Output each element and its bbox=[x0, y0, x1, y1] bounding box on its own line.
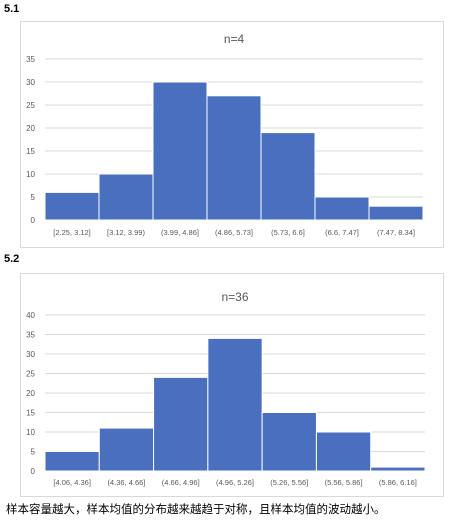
chart-1-x-tick-label: (4.66, 4.96] bbox=[162, 478, 200, 487]
chart-1-y-tick-label: 10 bbox=[26, 428, 35, 437]
chart-1-bar-1 bbox=[98, 427, 155, 472]
chart-0-y-tick-label: 30 bbox=[26, 78, 35, 87]
chart-0-x-tick-label: [2.25, 3.12] bbox=[53, 228, 91, 237]
chart-1-y-tick-label: 30 bbox=[26, 350, 35, 359]
chart-0-y-tick-label: 15 bbox=[26, 147, 35, 156]
chart-0-title: n=4 bbox=[224, 32, 245, 46]
chart-1-bar-0 bbox=[44, 451, 100, 472]
chart-1-y-tick-label: 40 bbox=[26, 311, 35, 320]
histogram-n36: n=36 0 5 10 15 20 25 30 35 40 [4.06, 4.36] (4.36, 4… bbox=[26, 290, 426, 487]
chart-0-bar-1 bbox=[98, 173, 154, 221]
chart-0-bar-6 bbox=[368, 205, 424, 221]
chart-n36-frame: n=36 0 5 10 15 20 25 30 35 40 [4.06, 4.36] (4.36, 4… bbox=[20, 273, 444, 497]
chart-1-x-tick-label: (5.86, 6.16] bbox=[379, 478, 417, 487]
chart-1-y-tick-label: 20 bbox=[26, 389, 35, 398]
section-label-5-1: 5.1 bbox=[4, 3, 20, 15]
chart-0-bar-0 bbox=[44, 191, 100, 221]
chart-1-y-tick-label: 5 bbox=[31, 448, 36, 457]
chart-0-y-tick-label: 10 bbox=[26, 170, 35, 179]
chart-0-y-tick-label: 25 bbox=[26, 101, 35, 110]
chart-0-y-tick-label: 35 bbox=[26, 55, 35, 64]
chart-1-x-tick-label: (4.96, 5.26] bbox=[216, 478, 254, 487]
chart-0-y-tick-label: 0 bbox=[31, 216, 36, 225]
chart-0-x-tick-label: (3.99, 4.86] bbox=[161, 228, 199, 237]
chart-0-bar-5 bbox=[314, 196, 370, 221]
chart-1-y-tick-label: 35 bbox=[26, 331, 35, 340]
chart-1-bar-6 bbox=[370, 466, 426, 472]
chart-n4-frame: n=4 0 5 10 15 20 25 30 35 [2.25, 3.12] [3.12, 3.99… bbox=[20, 21, 444, 248]
chart-0-y-tick-label: 5 bbox=[31, 193, 36, 202]
chart-0-bar-2 bbox=[152, 81, 208, 221]
chart-1-bar-5 bbox=[315, 431, 372, 472]
chart-0-bar-3 bbox=[206, 95, 262, 221]
chart-1-x-tick-label: (4.36, 4.66] bbox=[107, 478, 145, 487]
section-label-5-2: 5.2 bbox=[4, 253, 20, 265]
chart-1-y-tick-label: 15 bbox=[26, 409, 35, 418]
chart-0-x-tick-label: [3.12, 3.99) bbox=[107, 228, 145, 237]
chart-0-y-tick-label: 20 bbox=[26, 124, 35, 133]
chart-0-x-tick-label: (4.86, 5.73] bbox=[215, 228, 253, 237]
chart-1-x-tick-label: (5.56, 5.86] bbox=[325, 478, 363, 487]
chart-1-bar-3 bbox=[207, 337, 263, 472]
histogram-n4: n=4 0 5 10 15 20 25 30 35 [2.25, 3.12] [3.12, 3.99… bbox=[26, 32, 424, 237]
chart-1-y-tick-label: 25 bbox=[26, 370, 35, 379]
chart-0-x-tick-label: (5.73, 6.6] bbox=[271, 228, 305, 237]
chart-0-x-tick-label: (7.47, 8.34] bbox=[377, 228, 415, 237]
chart-1-bar-4 bbox=[261, 412, 317, 472]
chart-1-y-tick-label: 0 bbox=[31, 467, 36, 476]
chart-0-bar-4 bbox=[260, 132, 316, 221]
chart-1-x-tick-label: (5.26, 5.56] bbox=[270, 478, 308, 487]
chart-1-x-tick-label: [4.06, 4.36] bbox=[53, 478, 91, 487]
chart-1-title: n=36 bbox=[221, 290, 248, 304]
chart-0-x-tick-label: (6.6, 7.47] bbox=[325, 228, 359, 237]
conclusion-text: 样本容量越大，样本均值的分布越来越趋于对称，且样本均值的波动越小。 bbox=[6, 502, 386, 516]
chart-1-bar-2 bbox=[153, 376, 209, 472]
